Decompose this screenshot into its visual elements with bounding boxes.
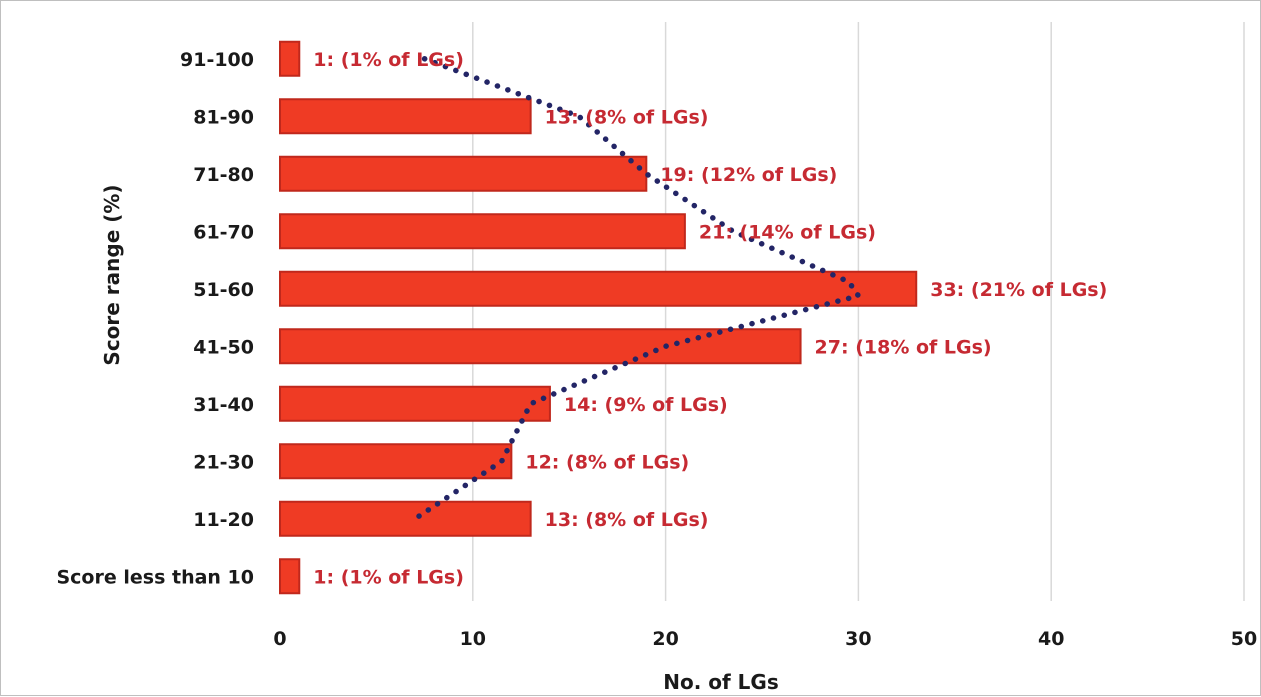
- x-tick-label: 10: [460, 628, 486, 650]
- data-label: 14: (9% of LGs): [564, 394, 728, 416]
- category-label: 11-20: [193, 509, 254, 531]
- bar: [279, 385, 551, 422]
- y-axis-title: Score range (%): [100, 184, 124, 365]
- category-label: 81-90: [193, 106, 254, 128]
- data-label: 1: (1% of LGs): [313, 566, 464, 588]
- category-label: 21-30: [193, 451, 254, 473]
- bar: [279, 500, 532, 537]
- bar: [279, 328, 802, 365]
- data-label: 12: (8% of LGs): [525, 451, 689, 473]
- data-label: 13: (8% of LGs): [545, 509, 709, 531]
- bar: [279, 558, 301, 595]
- x-tick-label: 0: [273, 628, 286, 650]
- bar: [279, 270, 918, 307]
- x-tick-label: 20: [652, 628, 678, 650]
- x-axis-title: No. of LGs: [663, 670, 779, 694]
- bar: [279, 98, 532, 135]
- category-label: 51-60: [193, 279, 254, 301]
- data-label: 1: (1% of LGs): [313, 49, 464, 71]
- trendline-path: [412, 56, 863, 522]
- bar: [279, 443, 513, 480]
- category-label: 41-50: [193, 336, 254, 358]
- data-labels: 1: (1% of LGs) 13: (8% of LGs) 19: (12% of…: [313, 49, 1107, 589]
- bar: [279, 213, 686, 250]
- bar: [279, 40, 301, 77]
- data-label: 21: (14% of LGs): [699, 221, 876, 243]
- x-tick-labels: 0 10 20 30 40 50: [273, 628, 1257, 650]
- x-tick-label: 30: [845, 628, 871, 650]
- data-label: 33: (21% of LGs): [930, 279, 1107, 301]
- data-label: 13: (8% of LGs): [545, 106, 709, 128]
- category-label: Score less than 10: [56, 566, 254, 588]
- category-labels: 91-100 81-90 71-80 61-70 51-60 41-50 31-40 21-3…: [56, 49, 254, 589]
- category-label: 91-100: [180, 49, 254, 71]
- bar: [279, 155, 648, 192]
- bars: [279, 40, 918, 595]
- category-label: 61-70: [193, 221, 254, 243]
- x-tick-label: 40: [1038, 628, 1064, 650]
- category-label: 31-40: [193, 394, 254, 416]
- data-label: 27: (18% of LGs): [815, 336, 992, 358]
- trendline: [412, 56, 863, 522]
- category-label: 71-80: [193, 164, 254, 186]
- data-label: 19: (12% of LGs): [660, 164, 837, 186]
- x-tick-label: 50: [1231, 628, 1257, 650]
